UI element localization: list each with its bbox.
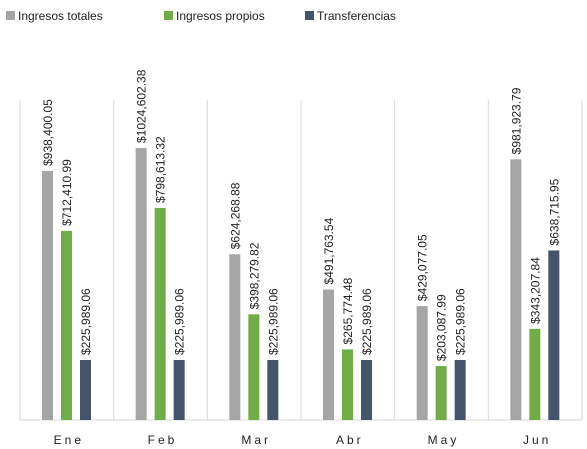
data-label: $638,715.95 [547,178,561,245]
bar [80,360,91,420]
data-label: $798,613.32 [154,136,168,203]
bar [548,250,560,420]
data-label: $343,207.84 [528,257,542,324]
bar [154,207,166,420]
bar [416,306,428,420]
data-label: $398,279.82 [247,242,261,309]
x-tick-label: Abr [336,433,364,447]
data-label: $712,410.99 [60,159,74,226]
data-label: $225,989.06 [173,288,187,355]
bar [61,230,72,420]
data-label: $203,087.99 [435,294,449,361]
data-label: $981,923.79 [509,87,523,154]
data-label: $225,989.06 [79,288,93,355]
data-label: $265,774.48 [341,277,355,344]
data-label: $624,268.88 [228,182,242,249]
data-label: $225,989.06 [360,288,374,355]
x-tick-label: Mar [241,433,271,447]
bar [42,170,53,420]
data-label: $225,989.06 [454,288,468,355]
data-label: $938,400.05 [41,99,55,166]
bar [248,314,260,420]
bar [454,360,466,420]
bar [173,360,185,420]
legend-label: Ingresos totales [18,9,103,23]
x-tick-label: May [428,433,460,447]
data-label: $491,763.54 [322,217,336,284]
bar [510,159,522,420]
legend-label: Transferencias [317,9,396,23]
legend-swatch [164,11,173,20]
x-tick-label: Ene [54,433,84,447]
bar [267,360,279,420]
data-label: $225,989.06 [266,288,280,355]
x-tick-label: Feb [148,433,178,447]
bar [229,254,241,420]
data-label: $1024,602.38 [135,69,149,143]
bar [435,366,447,420]
legend-swatch [6,11,15,20]
legend-label: Ingresos propios [176,9,265,23]
bar [342,349,353,420]
x-tick-label: Jun [523,433,551,447]
legend-swatch [305,11,314,20]
bar [361,360,372,420]
bar [529,328,541,420]
bar [135,148,147,420]
data-label: $429,077.05 [416,234,430,301]
bar [323,289,334,420]
